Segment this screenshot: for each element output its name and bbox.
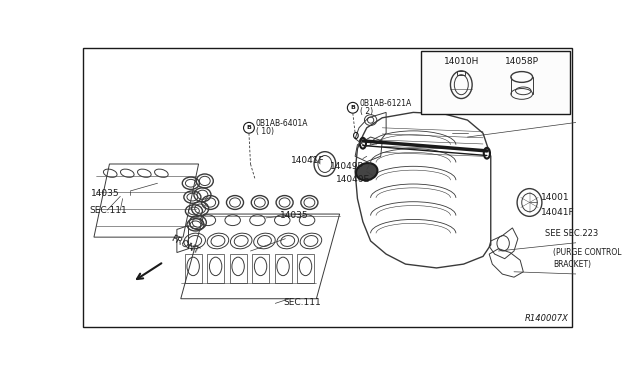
Text: R140007X: R140007X [524,314,568,323]
Bar [207,254,224,283]
Text: ( 10): ( 10) [256,127,274,136]
Text: 0B1AB-6401A: 0B1AB-6401A [256,119,308,128]
Text: (PURGE CONTROL
BRACKET): (PURGE CONTROL BRACKET) [553,248,621,269]
Bar [297,254,314,283]
Text: 14041F: 14041F [541,208,575,217]
Text: 14010H: 14010H [444,57,479,66]
Text: SEC.111: SEC.111 [90,206,127,215]
Text: 14040E: 14040E [336,175,370,184]
Ellipse shape [356,163,378,180]
Text: ( 2): ( 2) [360,107,373,116]
Bar [421,51,570,114]
Text: 14058P: 14058P [505,57,539,66]
Text: FRONT: FRONT [169,234,200,256]
Text: 0B1AB-6121A: 0B1AB-6121A [360,99,412,108]
Text: SEE SEC.223: SEE SEC.223 [545,229,598,238]
Text: 14041F: 14041F [291,155,324,165]
Bar [275,254,292,283]
Text: B: B [350,105,355,110]
Text: 14035: 14035 [280,211,308,220]
Text: 14049P: 14049P [330,162,364,171]
Text: 14001: 14001 [541,193,570,202]
Text: 14035: 14035 [91,189,120,198]
Text: B: B [246,125,252,130]
Bar [252,254,269,283]
Bar [184,254,202,283]
Bar [230,254,246,283]
Text: SEC.111: SEC.111 [283,298,321,307]
